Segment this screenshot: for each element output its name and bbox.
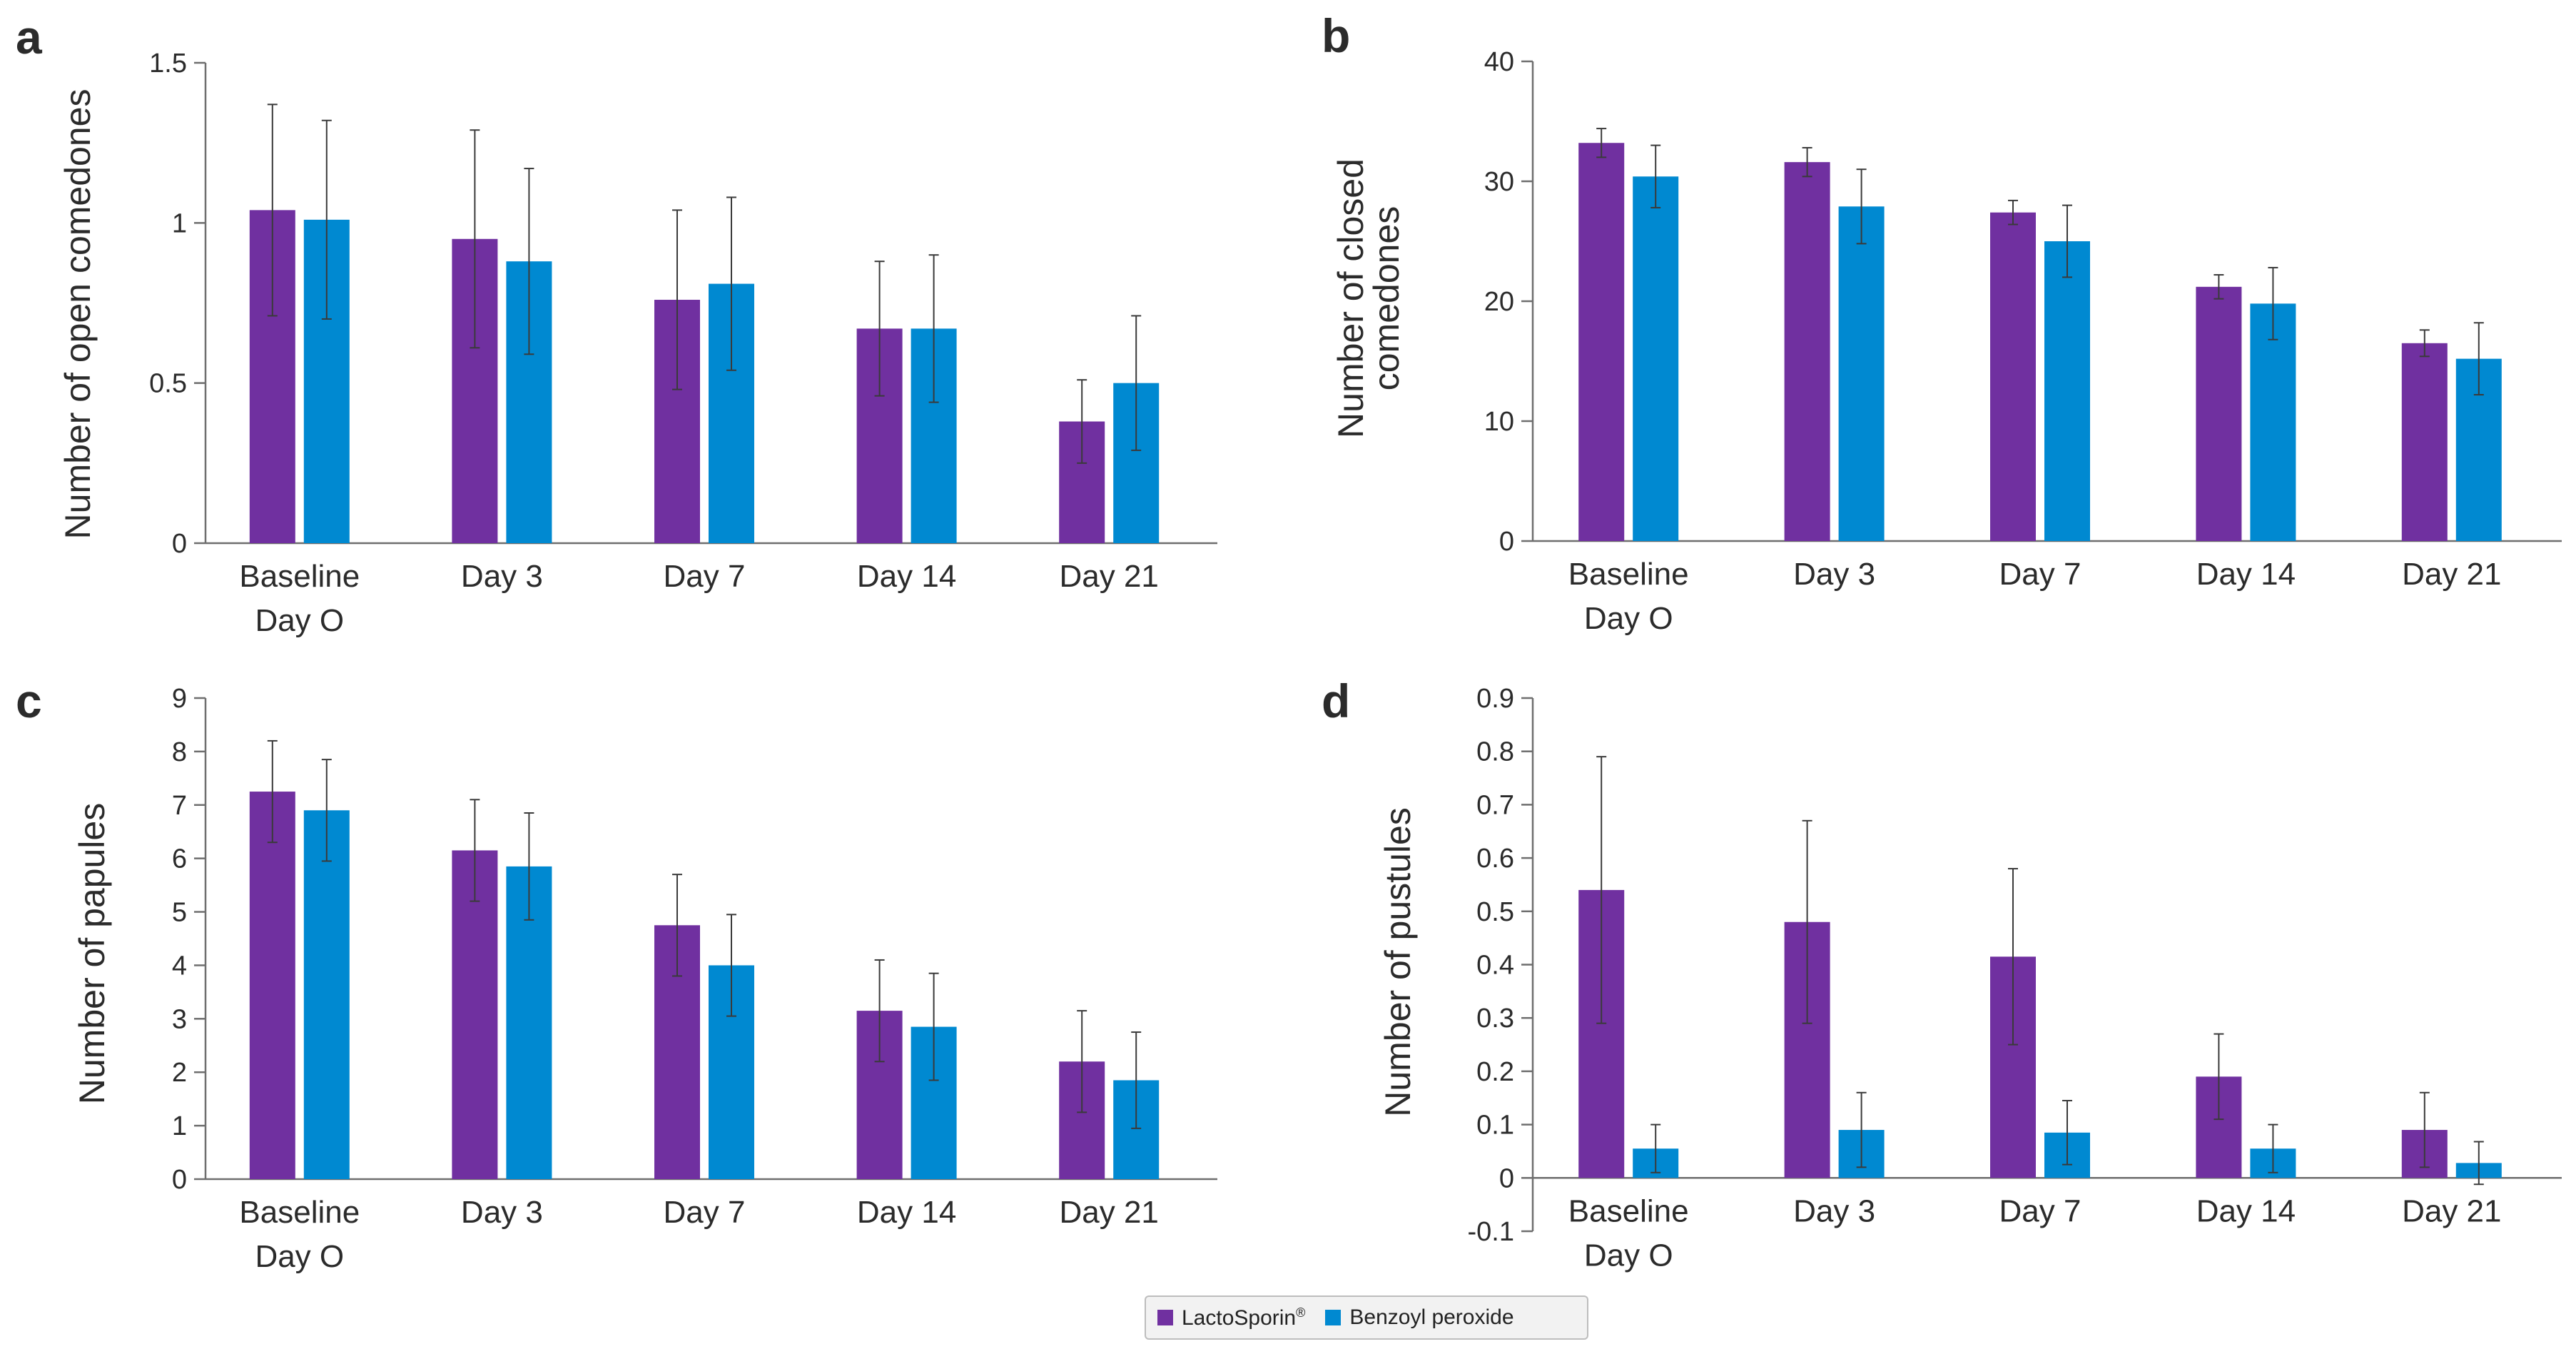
legend-label-benzoyl: Benzoyl peroxide <box>1349 1305 1514 1329</box>
x-tick-label-a: Day 7 <box>664 559 746 594</box>
y-tick-label-d: 0.5 <box>1476 897 1514 927</box>
bar-b-benzoyl-2 <box>2044 241 2090 541</box>
y-axis-label-a: Number of open comedones <box>58 89 98 540</box>
bar-c-benzoyl-0 <box>303 810 350 1179</box>
y-tick-label-d: 0 <box>1499 1163 1514 1193</box>
legend-swatch-lactosporin <box>1157 1310 1173 1325</box>
bar-b-lactosporin-2 <box>1990 212 2036 541</box>
chart-panel-c: c Number of papules 0 1 2 3 4 5 6 7 8 9 Baseline Day … <box>16 675 1217 1274</box>
y-tick-label-c: 2 <box>172 1058 187 1088</box>
y-tick-label-d: 0.9 <box>1476 684 1514 714</box>
x-tick-label-b: Day O <box>1584 601 1673 636</box>
x-tick-label-c: Baseline <box>239 1195 360 1230</box>
y-tick-label-a: 0 <box>172 529 187 559</box>
bar-c-lactosporin-1 <box>452 850 498 1179</box>
y-tick-label-b: 30 <box>1484 167 1514 197</box>
y-tick-label-d: 0.3 <box>1476 1004 1514 1034</box>
y-tick-label-c: 5 <box>172 898 187 928</box>
bar-b-lactosporin-3 <box>2196 286 2242 541</box>
y-tick-label-d: 0.8 <box>1476 737 1514 767</box>
x-tick-label-d: Day 7 <box>1999 1193 2081 1228</box>
legend-swatch-benzoyl <box>1325 1310 1342 1325</box>
y-tick-label-d: 0.7 <box>1476 790 1514 820</box>
y-tick-label-c: 8 <box>172 737 187 767</box>
y-tick-label-c: 7 <box>172 791 187 821</box>
panel-letter-a: a <box>16 11 43 64</box>
x-tick-label-d: Day O <box>1584 1238 1673 1273</box>
bar-b-lactosporin-4 <box>2401 343 2448 541</box>
x-tick-label-d: Day 21 <box>2402 1193 2501 1228</box>
x-tick-label-c: Day 21 <box>1059 1195 1158 1230</box>
bar-c-lactosporin-0 <box>249 792 295 1179</box>
legend-item-lactosporin: LactoSporin® <box>1157 1305 1305 1330</box>
y-tick-label-a: 0.5 <box>149 369 187 399</box>
y-axis-label-b: Number of closed <box>1331 158 1371 438</box>
y-tick-label-c: 4 <box>172 951 187 981</box>
x-tick-label-d: Baseline <box>1568 1193 1689 1228</box>
y-tick-label-b: 40 <box>1484 47 1514 77</box>
x-tick-label-b: Day 3 <box>1793 557 1875 592</box>
y-tick-label-b: 10 <box>1484 407 1514 437</box>
y-tick-label-c: 6 <box>172 844 187 874</box>
y-axis-label-c: Number of papules <box>72 803 112 1104</box>
chart-panel-d: d Number of pustules -0.1 0 0.1 0.2 0.3 0.4 0.5 0… <box>1322 675 2562 1273</box>
x-tick-label-c: Day 14 <box>857 1195 956 1230</box>
y-tick-label-b: 0 <box>1499 527 1514 557</box>
x-tick-label-c: Day 7 <box>664 1195 746 1230</box>
x-tick-label-b: Day 21 <box>2402 557 2501 592</box>
y-tick-label-d: 0.4 <box>1476 951 1514 981</box>
x-tick-label-a: Day O <box>255 603 344 638</box>
legend-item-benzoyl: Benzoyl peroxide <box>1325 1305 1514 1330</box>
y-axis-label-b: comedones <box>1366 206 1406 391</box>
y-tick-label-b: 20 <box>1484 287 1514 317</box>
y-tick-label-c: 1 <box>172 1111 187 1141</box>
y-tick-label-d: 0.6 <box>1476 844 1514 874</box>
x-tick-label-c: Day O <box>255 1239 344 1274</box>
legend-registered-mark: ® <box>1296 1305 1306 1320</box>
bar-b-benzoyl-0 <box>1633 176 1679 541</box>
y-tick-label-d: -0.1 <box>1468 1217 1514 1247</box>
y-tick-label-c: 9 <box>172 684 187 714</box>
bar-b-lactosporin-1 <box>1784 162 1830 541</box>
y-tick-label-a: 1.5 <box>149 49 187 79</box>
y-tick-label-c: 0 <box>172 1165 187 1195</box>
chart-panel-a: a Number of open comedones 0 0.5 1 1.5 Baselin… <box>16 11 1217 638</box>
bar-b-benzoyl-3 <box>2250 303 2296 541</box>
x-tick-label-d: Day 14 <box>2196 1193 2296 1228</box>
x-tick-label-b: Baseline <box>1568 557 1689 592</box>
bar-b-benzoyl-1 <box>1838 206 1885 541</box>
x-tick-label-a: Baseline <box>239 559 360 594</box>
panel-letter-d: d <box>1322 675 1350 727</box>
panel-letter-c: c <box>16 675 42 727</box>
legend: LactoSporin® Benzoyl peroxide <box>1145 1295 1588 1340</box>
bar-b-lactosporin-0 <box>1578 143 1625 542</box>
y-tick-label-d: 0.1 <box>1476 1111 1514 1141</box>
x-tick-label-a: Day 14 <box>857 559 956 594</box>
panel-letter-b: b <box>1322 9 1350 62</box>
x-tick-label-c: Day 3 <box>461 1195 543 1230</box>
x-tick-label-a: Day 21 <box>1059 559 1158 594</box>
y-tick-label-a: 1 <box>172 208 187 238</box>
legend-label-lactosporin: LactoSporin® <box>1182 1305 1306 1330</box>
y-tick-label-d: 0.2 <box>1476 1057 1514 1087</box>
x-tick-label-b: Day 7 <box>1999 557 2081 592</box>
y-tick-label-c: 3 <box>172 1004 187 1034</box>
y-axis-label-d: Number of pustules <box>1378 807 1418 1117</box>
x-tick-label-a: Day 3 <box>461 559 543 594</box>
x-tick-label-b: Day 14 <box>2196 557 2296 592</box>
x-tick-label-d: Day 3 <box>1793 1193 1875 1228</box>
